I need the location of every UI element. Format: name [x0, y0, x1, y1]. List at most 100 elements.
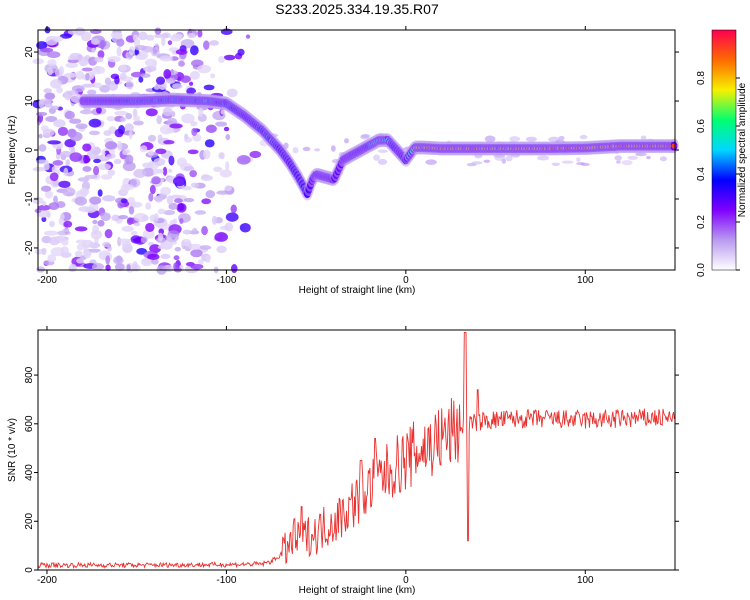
spectrogram-noise-blob	[145, 222, 155, 233]
spectrogram-noise-blob	[60, 246, 69, 255]
spectrogram-noise-blob	[190, 121, 198, 127]
spectrogram-noise-blob	[178, 60, 185, 67]
snr-x-axis-label: Height of straight line (km)	[299, 585, 416, 596]
spectrogram-noise-blob	[216, 245, 227, 254]
spectrogram-noise-blob	[75, 123, 88, 130]
spectrogram-noise-blob	[81, 67, 94, 72]
spectrogram-noise-blob	[189, 70, 200, 80]
spectrogram-noise-blob	[123, 184, 135, 191]
spectrogram-noise-blob	[220, 109, 226, 115]
spectrogram-noise-blob	[190, 263, 204, 270]
spectrogram-noise-blob	[166, 127, 175, 134]
spectrogram-noise-blob	[74, 196, 88, 206]
spectrogram-noise-blob	[82, 143, 92, 152]
spectrogram-noise-blob	[377, 158, 388, 165]
spectrogram-noise-blob	[119, 72, 127, 80]
spectrogram-y-tick-label: -10	[24, 191, 35, 206]
spectrogram-noise-blob	[373, 154, 380, 161]
spectrogram-noise-blob	[122, 161, 136, 172]
spectrogram-noise-blob	[142, 229, 155, 239]
spectrogram-noise-blob	[181, 113, 195, 124]
spectrogram-noise-blob	[203, 84, 215, 91]
spectrogram-noise-blob	[197, 29, 203, 38]
spectrogram-noise-blob	[165, 233, 179, 243]
spectrogram-x-tick-label: -200	[37, 275, 57, 286]
spectrogram-noise-blob	[83, 155, 90, 164]
spectrogram-noise-blob	[204, 139, 215, 148]
spectrogram-noise-blob	[188, 243, 202, 250]
spectrogram-noise-blob	[44, 101, 53, 108]
spectrogram-noise-blob	[62, 187, 76, 197]
spectrogram-y-axis-label: Frequency (Hz)	[7, 116, 18, 185]
spectrogram-noise-blob	[525, 136, 537, 142]
spectrogram-noise-blob	[614, 155, 623, 161]
colorbar-tick-label: 0.0	[696, 263, 707, 277]
spectrogram-noise-blob	[118, 238, 132, 243]
spectrogram-noise-blob	[105, 264, 111, 271]
spectrogram-noise-blob	[91, 47, 96, 53]
spectrogram-noise-blob	[138, 50, 149, 60]
spectrogram-noise-blob	[194, 210, 207, 215]
spectrogram-noise-blob	[121, 225, 134, 232]
spectrogram-noise-blob	[85, 206, 96, 214]
spectrogram-noise-blob	[52, 159, 64, 166]
spectrogram-noise-blob	[133, 222, 141, 227]
spectrogram-noise-blob	[81, 83, 96, 88]
spectrogram-noise-blob	[213, 166, 223, 172]
spectrogram-noise-blob	[114, 110, 129, 116]
spectrogram-noise-blob	[173, 255, 180, 261]
spectrogram-noise-blob	[76, 258, 85, 264]
spectrogram-noise-blob	[153, 85, 160, 90]
snr-panel: -200 -100 0 100 0 200 400 600 800 Height of str…	[7, 326, 679, 596]
colorbar: 0.0 0.2 0.4 0.6 0.8 Normalized spectral ampl…	[696, 29, 748, 277]
spectrogram-noise-blob	[97, 163, 111, 171]
spectrogram-noise-blob	[640, 135, 647, 140]
spectrogram-noise-blob	[79, 109, 93, 115]
spectrogram-noise-blob	[107, 245, 112, 252]
snr-y-tick-label: 200	[24, 512, 35, 529]
spectrogram-noise-blob	[190, 249, 203, 258]
spectrogram-noise-blob	[181, 185, 192, 191]
spectrogram-noise-blob	[191, 127, 198, 136]
spectrogram-noise-blob	[230, 263, 238, 274]
spectrogram-noise-blob	[41, 216, 47, 222]
spectrogram-ridge-core	[671, 143, 677, 149]
spectrogram-noise-blob	[208, 40, 219, 46]
spectrogram-noise-blob	[166, 195, 174, 205]
spectrogram-noise-blob	[558, 135, 565, 141]
colorbar-ticks: 0.0 0.2 0.4 0.6 0.8	[696, 71, 740, 277]
colorbar-tick-label: 0.6	[696, 119, 707, 133]
spectrogram-noise-blob	[113, 32, 123, 40]
spectrogram-noise-blob	[154, 27, 162, 35]
spectrogram-noise-blob	[145, 34, 155, 41]
spectrogram-noise-blob	[201, 225, 208, 236]
spectrogram-y-tick-label: 20	[24, 46, 35, 58]
spectrogram-noise-blob	[147, 134, 157, 142]
spectrogram-noise-blob	[87, 89, 97, 95]
spectrogram-noise-blob	[191, 59, 204, 68]
spectrogram-noise-blob	[105, 255, 111, 265]
spectrogram-noise-blob	[97, 50, 105, 59]
spectrogram-noise-blob	[52, 35, 64, 43]
spectrogram-noise-blob	[180, 75, 191, 83]
spectrogram-noise-blob	[64, 139, 76, 148]
spectrogram-noise-blob	[96, 106, 102, 114]
spectrogram-noise-blob	[63, 167, 69, 177]
spectrogram-noise-blob	[161, 32, 171, 39]
spectrogram-noise-blob	[120, 198, 128, 204]
spectrogram-noise-blob	[88, 118, 102, 128]
spectrogram-noise-blob	[214, 232, 229, 242]
spectrogram-noise-blob	[186, 87, 197, 96]
spectrogram-noise-blob	[224, 185, 232, 192]
spectrogram-noise-blob	[114, 263, 125, 271]
spectrogram-noise-blob	[187, 149, 199, 155]
spectrogram-noise-blob	[47, 140, 61, 145]
spectrogram-noise-blob	[145, 108, 158, 117]
spectrogram-noise-blob	[211, 215, 218, 225]
spectrogram-noise-blob	[88, 130, 100, 136]
spectrogram-noise-blob	[344, 138, 349, 144]
spectrogram-noise-blob	[53, 195, 58, 205]
spectrogram-noise-blob	[172, 176, 186, 187]
spectrogram-noise-blob	[576, 157, 581, 163]
